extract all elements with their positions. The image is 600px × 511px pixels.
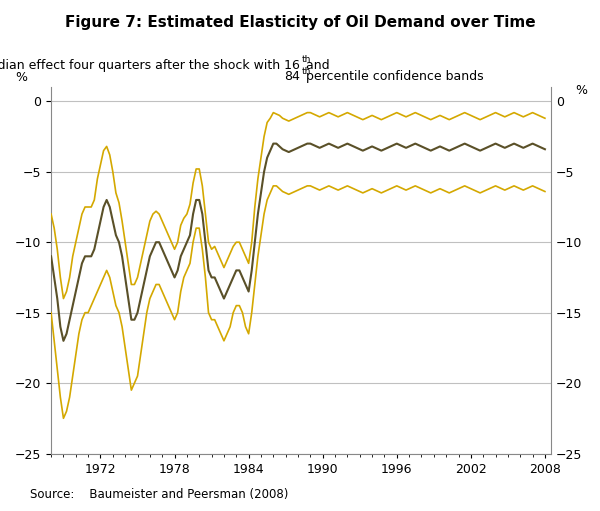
Text: Source:    Baumeister and Peersman (2008): Source: Baumeister and Peersman (2008)	[30, 488, 289, 501]
Text: 84: 84	[284, 70, 300, 83]
Y-axis label: %: %	[15, 71, 27, 84]
Text: and: and	[302, 59, 329, 72]
Text: Figure 7: Estimated Elasticity of Oil Demand over Time: Figure 7: Estimated Elasticity of Oil De…	[65, 15, 535, 30]
Text: Median effect four quarters after the shock with 16: Median effect four quarters after the sh…	[0, 59, 300, 72]
Text: th: th	[302, 55, 311, 64]
Y-axis label: %: %	[575, 84, 587, 97]
Text: th: th	[302, 67, 311, 76]
Text: percentile confidence bands: percentile confidence bands	[302, 70, 484, 83]
